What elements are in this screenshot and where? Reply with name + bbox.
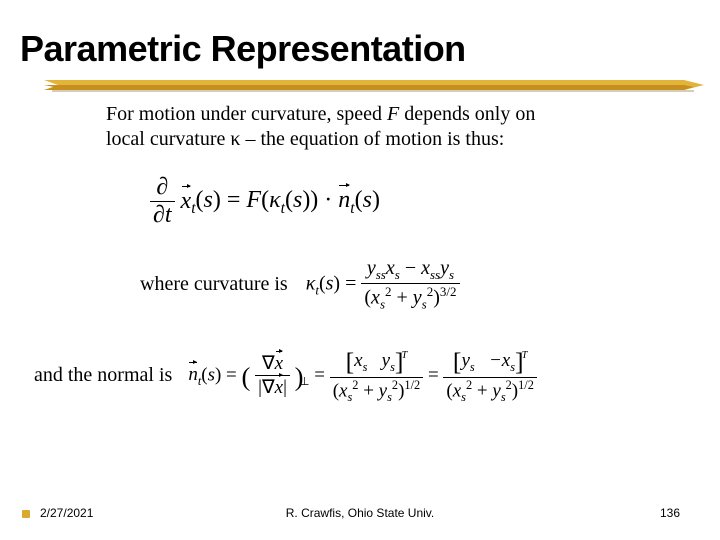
eq1-t: t	[165, 202, 172, 228]
eq1-s1: s	[204, 187, 213, 213]
c-x3: x	[371, 287, 380, 309]
intro-paragraph: For motion under curvature, speed F depe…	[106, 102, 640, 152]
n-exp2: 1/2	[518, 378, 534, 392]
footer-author: R. Crawfis, Ohio State Univ.	[0, 506, 720, 520]
n-xs3: x	[502, 350, 510, 371]
footer-page-number: 136	[660, 506, 680, 520]
equation-curvature: κt(s) = yssxs − xssys (xs2 + ys2)3/2	[306, 257, 460, 313]
page-title: Parametric Representation	[20, 28, 700, 70]
n-ys1: y	[382, 350, 390, 371]
curvature-row: where curvature is κt(s) = yssxs − xssys…	[20, 257, 700, 313]
n-x2: x	[275, 377, 283, 398]
eq1-x: x	[181, 188, 192, 214]
c-kappa: κ	[306, 272, 316, 294]
eq1-s2: s	[293, 187, 302, 213]
equation-motion: ∂ ∂t xt(s) = F(κt(s)) · nt(s)	[150, 174, 700, 229]
n-nabla2: ∇	[262, 377, 275, 398]
normal-row: and the normal is nt(s) = ( ∇x |∇x| )⊥ =…	[20, 347, 700, 405]
intro-kappa: κ	[230, 128, 240, 150]
n-ys3: y	[461, 350, 469, 371]
eq1-partial-top: ∂	[150, 174, 175, 201]
slide: Parametric Representation For motion und…	[0, 0, 720, 540]
n-T2: T	[522, 350, 528, 361]
intro-line2-suffix: – the equation of motion is thus:	[240, 128, 504, 150]
intro-var-F: F	[387, 103, 399, 125]
curvature-lead: where curvature is	[140, 273, 288, 296]
intro-line1-prefix: For motion under curvature, speed	[106, 103, 387, 125]
equation-normal: nt(s) = ( ∇x |∇x| )⊥ = [xs ys]T (xs2 + y…	[188, 347, 537, 405]
n-xs1: x	[354, 350, 362, 371]
eq1-partial-bot: ∂	[153, 202, 165, 228]
c-exp: 3/2	[440, 284, 457, 299]
footer-date: 2/27/2021	[40, 506, 93, 520]
n-xs4: x	[453, 380, 461, 401]
n-nabla1: ∇	[262, 353, 275, 374]
eq1-kappa: κ	[269, 187, 281, 213]
c-x2: x	[421, 257, 430, 279]
title-underline	[44, 78, 704, 92]
n-n: n	[188, 364, 198, 385]
n-ys2: y	[379, 380, 387, 401]
n-x1: x	[275, 353, 283, 374]
slide-footer: 2/27/2021 R. Crawfis, Ohio State Univ. 1…	[0, 506, 720, 520]
c-x1: x	[386, 257, 395, 279]
c-y2: y	[440, 257, 449, 279]
n-s: s	[208, 364, 215, 385]
normal-lead: and the normal is	[34, 364, 172, 387]
n-T1: T	[401, 350, 407, 361]
eq1-s3: s	[363, 187, 372, 213]
eq1-F: F	[246, 187, 261, 213]
eq1-n: n	[338, 187, 350, 213]
c-y1: y	[367, 257, 376, 279]
n-ys4: y	[492, 380, 500, 401]
c-y3: y	[413, 287, 422, 309]
eq1-dot: ·	[324, 187, 332, 213]
n-exp1: 1/2	[404, 378, 420, 392]
intro-line1-suffix: depends only on	[399, 103, 535, 125]
intro-line2-prefix: local curvature	[106, 128, 230, 150]
